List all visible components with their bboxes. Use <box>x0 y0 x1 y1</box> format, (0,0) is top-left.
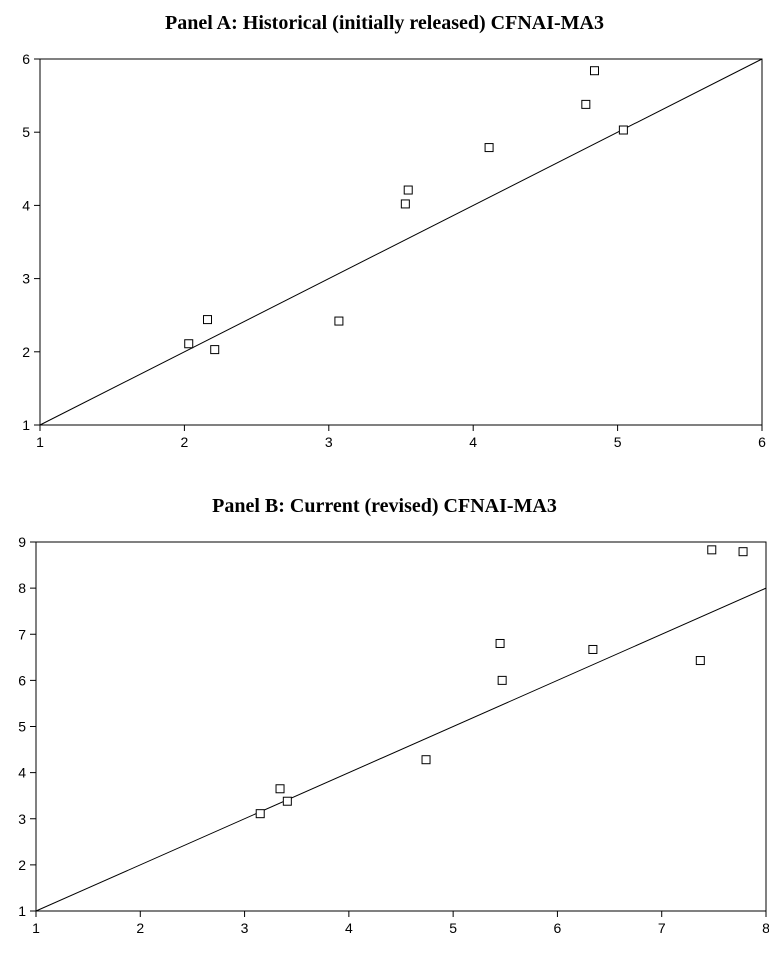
panel-b-data-point <box>738 547 748 557</box>
panel-a-data-point <box>203 315 213 325</box>
panel-a-data-point <box>184 339 194 349</box>
panel-b-x-tick-label: 3 <box>241 920 249 936</box>
panel-b-y-tick-label: 4 <box>18 765 26 781</box>
panel-a-x-tick-label: 5 <box>614 434 622 450</box>
panel-b-y-tick-label: 6 <box>18 672 26 688</box>
panel-a-data-point <box>403 185 413 195</box>
panel-a-data-point <box>210 345 220 355</box>
panel-b-title: Panel B: Current (revised) CFNAI-MA3 <box>212 495 557 517</box>
panel-a-y-tick-label: 2 <box>22 344 30 360</box>
panel-b-y-tick-label: 3 <box>18 811 26 827</box>
panel-b-chart: 1 2 3 4 5 6 7 8 1 2 3 4 5 6 7 8 9 <box>18 534 769 936</box>
panel-a-chart: 1 2 3 4 5 6 1 2 3 4 5 6 <box>22 51 766 450</box>
panel-b-data-point <box>282 796 292 806</box>
panel-b-data-point <box>255 809 265 819</box>
panel-b-x-tick-label: 1 <box>32 920 40 936</box>
panel-b-y-tick-label: 8 <box>18 580 26 596</box>
panel-b-x-tick-label: 4 <box>345 920 353 936</box>
panel-a-x-tick-label: 2 <box>181 434 189 450</box>
panel-a-data-point <box>589 66 599 76</box>
panel-a-y-tick-label: 5 <box>22 124 30 140</box>
panel-a-y-tick-label: 3 <box>22 271 30 287</box>
panel-b-y-tick-label: 5 <box>18 719 26 735</box>
panel-b-x-tick-label: 6 <box>554 920 562 936</box>
panel-a-data-point <box>400 199 410 209</box>
panel-b-plot-frame <box>35 541 767 912</box>
panel-a-x-tick-label: 3 <box>325 434 333 450</box>
panel-a-x-tick-label: 6 <box>758 434 766 450</box>
panel-b-data-point <box>695 656 705 666</box>
panel-b-x-tick-label: 5 <box>449 920 457 936</box>
panel-b-data-point <box>497 675 507 685</box>
panel-b-y-tick-label: 1 <box>18 903 26 919</box>
panel-a-y-tick-label: 1 <box>22 417 30 433</box>
panel-b-data-point <box>421 755 431 765</box>
panel-a-y-tick-label: 6 <box>22 51 30 67</box>
panel-a-reference-line <box>39 58 763 426</box>
panel-b-data-point <box>707 545 717 555</box>
panel-b-y-tick-label: 7 <box>18 626 26 642</box>
panel-a-x-tick-label: 1 <box>36 434 44 450</box>
panel-a-data-point <box>618 125 628 135</box>
panel-b-x-tick-label: 8 <box>762 920 769 936</box>
panel-b-x-tick-label: 7 <box>658 920 666 936</box>
panel-b-data-point <box>495 638 505 648</box>
panel-a-data-point <box>484 143 494 153</box>
panel-a-x-tick-label: 4 <box>469 434 477 450</box>
panel-a-y-tick-label: 4 <box>22 197 30 213</box>
panel-a-data-point <box>334 316 344 326</box>
panel-b-data-point <box>588 644 598 654</box>
panel-b-reference-line <box>35 587 767 912</box>
panel-b-data-point <box>275 784 285 794</box>
panel-b-y-tick-label: 2 <box>18 857 26 873</box>
panel-a-title: Panel A: Historical (initially released)… <box>164 12 604 34</box>
panel-b-y-tick-label: 9 <box>18 534 26 550</box>
panel-a-data-point <box>581 99 591 109</box>
panel-a-plot-frame <box>39 58 763 426</box>
panel-b-x-tick-label: 2 <box>136 920 144 936</box>
